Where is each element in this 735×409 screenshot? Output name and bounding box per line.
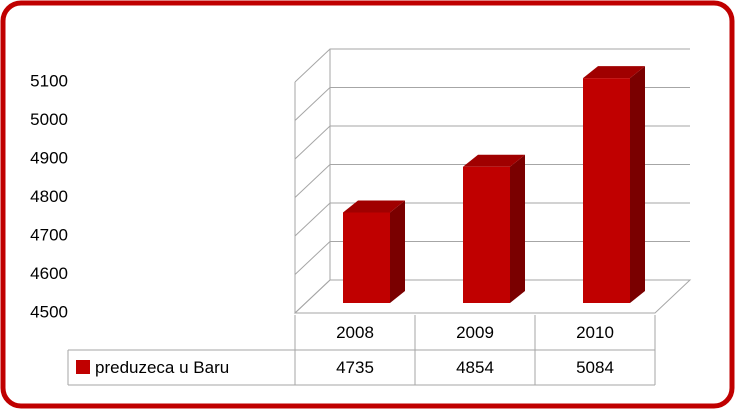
y-tick-label: 4700 xyxy=(30,225,68,244)
bar-side xyxy=(390,200,405,303)
bar-top xyxy=(583,66,645,79)
x-tick-label: 2008 xyxy=(336,323,374,342)
y-tick-label: 4900 xyxy=(30,148,68,167)
y-tick-label: 5100 xyxy=(30,71,68,90)
bar-side xyxy=(510,154,525,303)
grid-line xyxy=(294,279,690,314)
bar-front xyxy=(463,166,510,303)
legend-swatch xyxy=(76,360,90,374)
x-tick-label: 2010 xyxy=(576,323,614,342)
bar-top xyxy=(463,154,525,167)
table-value: 4735 xyxy=(336,358,374,377)
table-value: 5084 xyxy=(576,358,614,377)
legend-label: preduzeca u Baru xyxy=(95,358,229,377)
grid-line xyxy=(294,164,690,198)
table-value: 4854 xyxy=(456,358,494,377)
data-table xyxy=(67,315,656,386)
bar xyxy=(343,200,405,303)
y-tick-label: 4600 xyxy=(30,264,68,283)
grid-line xyxy=(294,125,690,160)
x-tick-label: 2009 xyxy=(456,323,494,342)
bar-top xyxy=(343,200,405,213)
grid-line xyxy=(294,87,690,121)
bar xyxy=(583,66,645,303)
bar-front xyxy=(583,78,630,303)
y-tick-label: 4500 xyxy=(30,302,68,321)
y-tick-label: 4800 xyxy=(30,187,68,206)
bar-front xyxy=(343,212,390,303)
y-tick-label: 5000 xyxy=(30,110,68,129)
bar-side xyxy=(630,66,645,303)
grid-line xyxy=(294,241,690,275)
grid-line xyxy=(294,48,690,83)
plot: 4500 4600 4700 4800 4900 5000 5100 2008 4735 2009… xyxy=(30,48,692,386)
bar xyxy=(463,154,525,303)
grid-line xyxy=(294,202,690,237)
